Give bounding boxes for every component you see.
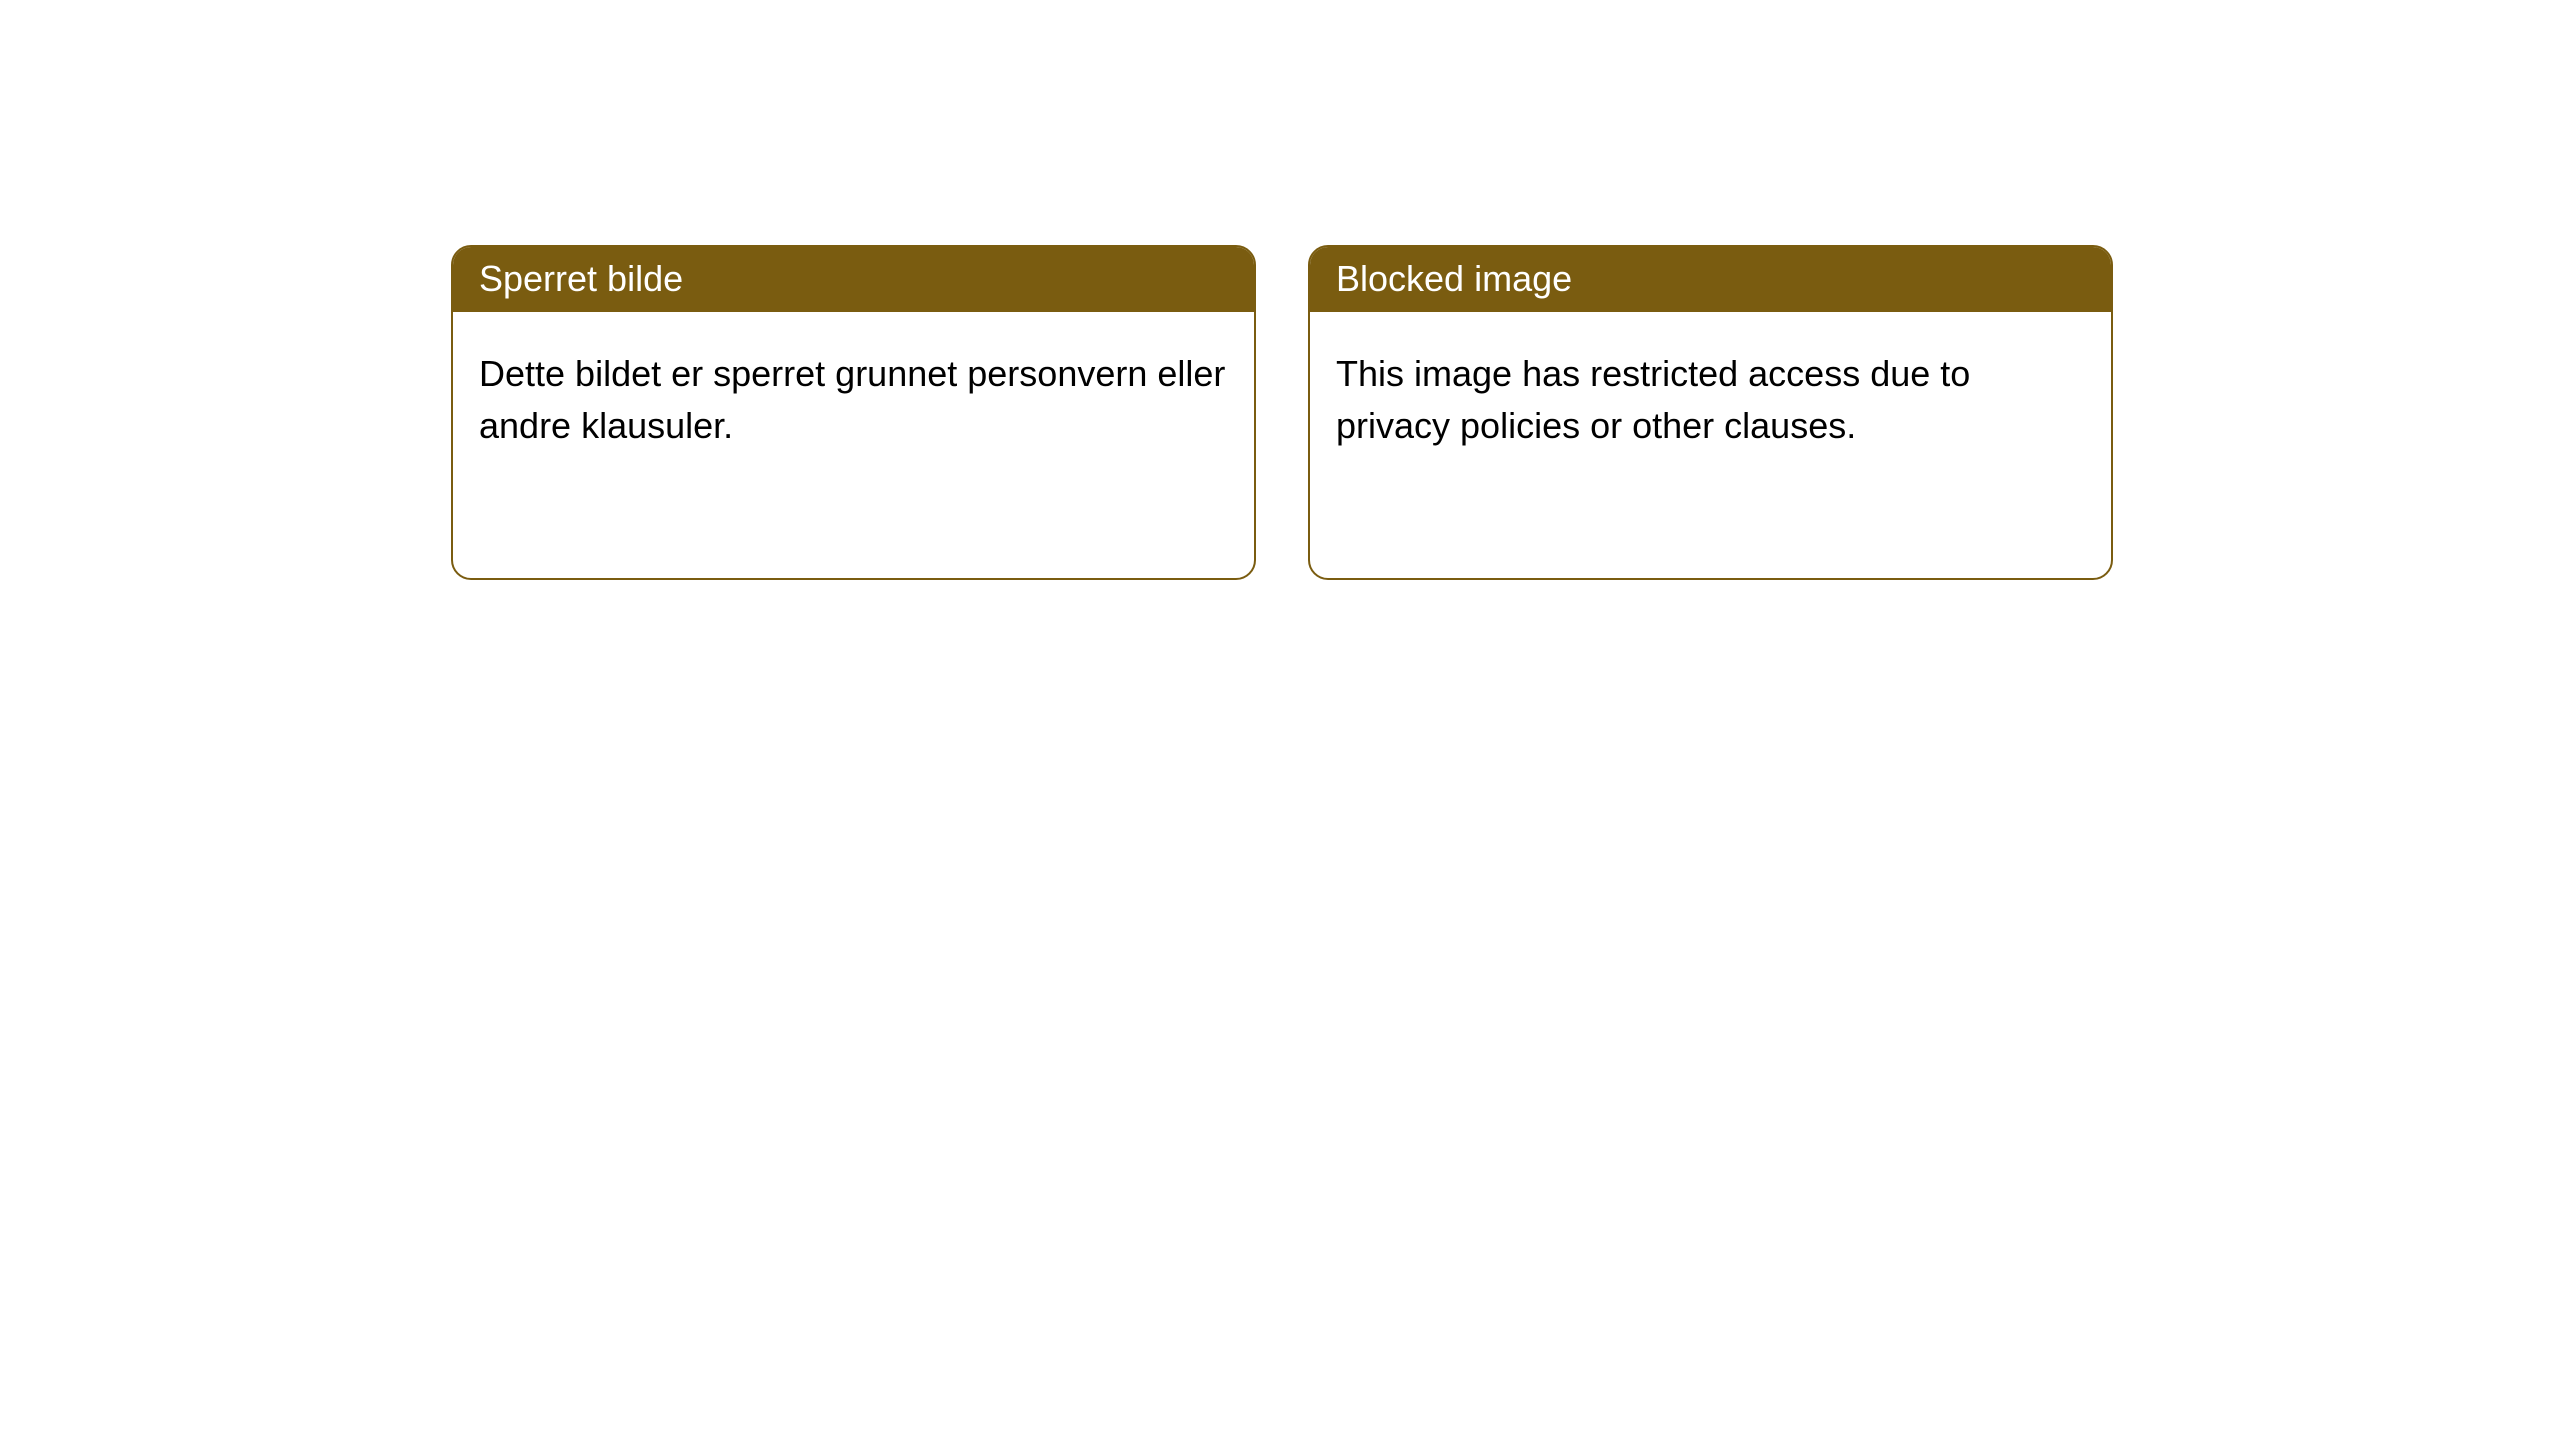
- card-title: Blocked image: [1336, 258, 1572, 299]
- notice-container: Sperret bilde Dette bildet er sperret gr…: [0, 0, 2560, 580]
- notice-card-norwegian: Sperret bilde Dette bildet er sperret gr…: [451, 245, 1256, 580]
- card-body-text: This image has restricted access due to …: [1336, 353, 1970, 446]
- card-header: Sperret bilde: [453, 247, 1254, 312]
- card-title: Sperret bilde: [479, 258, 683, 299]
- card-header: Blocked image: [1310, 247, 2111, 312]
- notice-card-english: Blocked image This image has restricted …: [1308, 245, 2113, 580]
- card-body-text: Dette bildet er sperret grunnet personve…: [479, 353, 1225, 446]
- card-body: This image has restricted access due to …: [1310, 312, 2111, 478]
- card-body: Dette bildet er sperret grunnet personve…: [453, 312, 1254, 478]
